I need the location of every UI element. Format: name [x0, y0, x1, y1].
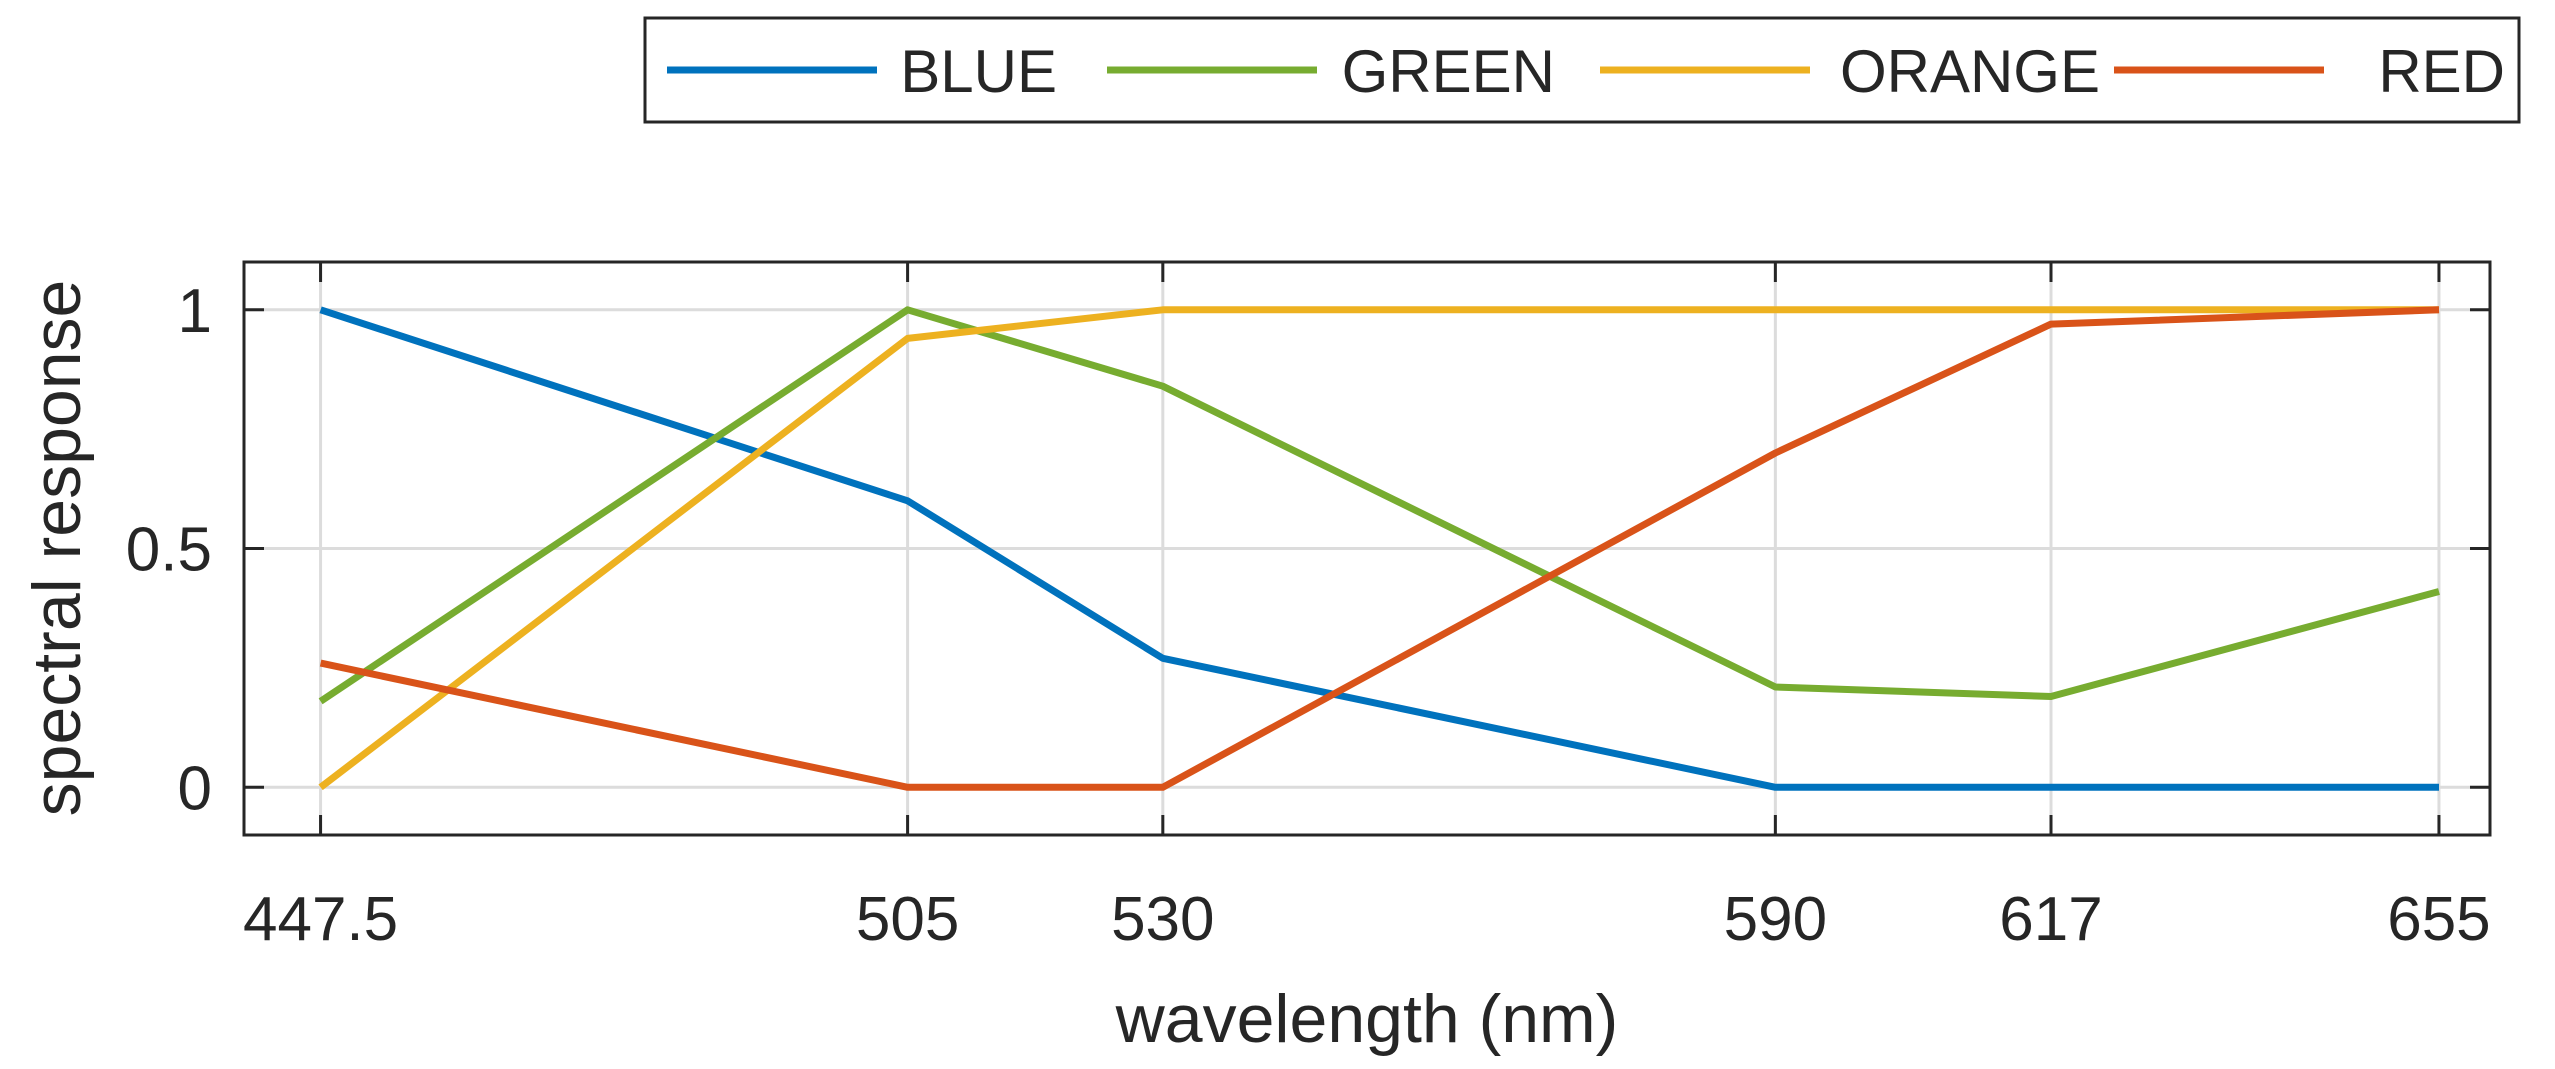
legend-label-red: RED	[2378, 38, 2505, 105]
x-tick-label: 530	[1111, 885, 1214, 954]
legend-label-blue: BLUE	[900, 38, 1057, 105]
y-tick-label: 0.5	[126, 516, 212, 585]
legend-label-orange: ORANGE	[1840, 38, 2100, 105]
series-line-red	[319, 306, 2440, 791]
y-tick-label: 1	[178, 277, 212, 346]
series-line-blue	[319, 306, 2439, 791]
plot-area	[242, 260, 2492, 837]
x-tick-label: 447.5	[243, 885, 398, 954]
series-line-green	[318, 306, 2440, 705]
x-tick-label: 505	[856, 885, 959, 954]
y-axis-label: spectral response	[19, 280, 95, 817]
x-tick-label: 655	[2387, 885, 2490, 954]
x-axis-label: wavelength (nm)	[1115, 981, 1619, 1057]
y-tick-label: 0	[178, 754, 212, 823]
series-line-orange	[318, 306, 2439, 791]
legend-label-green: GREEN	[1342, 38, 1555, 105]
x-tick-label: 590	[1724, 885, 1827, 954]
legend: BLUE GREEN ORANGE RED	[643, 16, 2521, 124]
x-tick-label: 617	[1999, 885, 2102, 954]
